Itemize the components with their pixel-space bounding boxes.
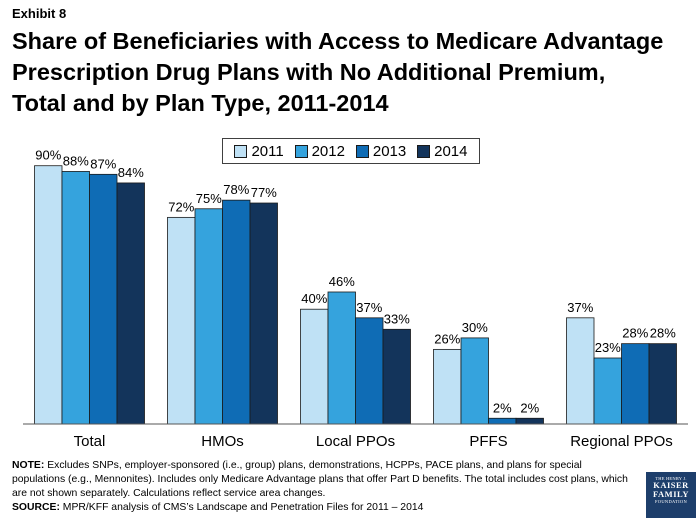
legend-swatch [234,144,248,158]
bar-total-2014 [116,182,145,425]
legend-swatch [294,144,308,158]
data-label: 2% [493,400,512,415]
legend-label: 2012 [311,142,345,160]
logo-line-1: THE HENRY J. [655,476,687,481]
category-label: Local PPOs [316,433,395,450]
exhibit-label: Exhibit 8 [12,6,67,21]
bar-total-2011 [34,165,63,425]
logo-line-4: FOUNDATION [655,499,687,504]
bar-regional-ppos-2011 [566,317,595,425]
bar-pffs-2012 [460,337,489,425]
footnote: NOTE: Excludes SNPs, employer-sponsored … [12,459,632,515]
legend-item-2011: 2011 [234,142,284,160]
bar-regional-ppos-2012 [593,357,622,425]
legend-swatch [417,144,431,158]
source-label: SOURCE: [12,502,60,513]
legend-label: 2013 [372,142,407,160]
bar-hmos-2014 [249,202,278,425]
bar-pffs-2014 [515,417,544,425]
bar-total-2013 [89,173,118,425]
category-label: HMOs [201,433,244,450]
bar-regional-ppos-2013 [621,343,650,425]
category-label: Regional PPOs [570,433,673,450]
data-label: 78% [223,182,249,197]
note-text: NOTE: Excludes SNPs, employer-sponsored … [12,459,632,501]
data-label: 37% [567,300,593,315]
data-label: 72% [168,199,194,214]
bar-local-ppos-2011 [300,308,329,425]
note-body: Excludes SNPs, employer-sponsored (i.e.,… [12,460,628,499]
legend-label: 2011 [251,142,284,160]
data-label: 2% [520,400,539,415]
bar-regional-ppos-2014 [648,343,677,425]
data-label: 33% [384,311,410,326]
category-label: PFFS [469,433,507,450]
data-label: 40% [301,291,327,306]
legend-swatch [355,144,369,158]
chart-legend: 2011 2012 2013 2014 [222,138,480,164]
data-label: 28% [650,326,676,341]
data-label: 84% [118,165,144,180]
data-label: 30% [462,320,488,335]
bar-local-ppos-2014 [382,328,411,425]
legend-item-2012: 2012 [294,142,345,160]
data-label: 75% [196,191,222,206]
bar-hmos-2012 [194,208,223,425]
legend-item-2013: 2013 [355,142,407,160]
note-label: NOTE: [12,460,45,471]
data-label: 77% [251,185,277,200]
data-label: 46% [329,274,355,289]
bar-local-ppos-2012 [327,291,356,425]
legend-item-2014: 2014 [417,142,468,160]
kff-logo: THE HENRY J. KAISER FAMILY FOUNDATION [646,472,696,518]
data-label: 90% [35,148,61,163]
chart-title: Share of Beneficiaries with Access to Me… [12,26,692,119]
logo-line-3: FAMILY [652,489,690,499]
bar-total-2012 [61,171,90,425]
bar-pffs-2011 [433,348,462,425]
bar-hmos-2013 [222,199,251,425]
data-label: 37% [356,300,382,315]
source-body: MPR/KFF analysis of CMS’s Landscape and … [59,502,424,513]
data-label: 26% [434,331,460,346]
data-label: 28% [622,326,648,341]
data-label: 87% [90,156,116,171]
title-line-1: Share of Beneficiaries with Access to Me… [12,28,664,54]
bar-local-ppos-2013 [355,317,384,425]
legend-label: 2014 [434,142,468,160]
category-label: Total [74,433,106,450]
logo-line-2: KAISER [653,480,689,490]
source-text: SOURCE: MPR/KFF analysis of CMS’s Landsc… [12,501,632,515]
bar-hmos-2011 [167,216,196,425]
title-line-3: Total and by Plan Type, 2011-2014 [12,90,389,116]
title-line-2: Prescription Drug Plans with No Addition… [12,59,606,85]
bar-pffs-2013 [488,417,517,425]
data-label: 23% [595,340,621,355]
data-label: 88% [63,153,89,168]
